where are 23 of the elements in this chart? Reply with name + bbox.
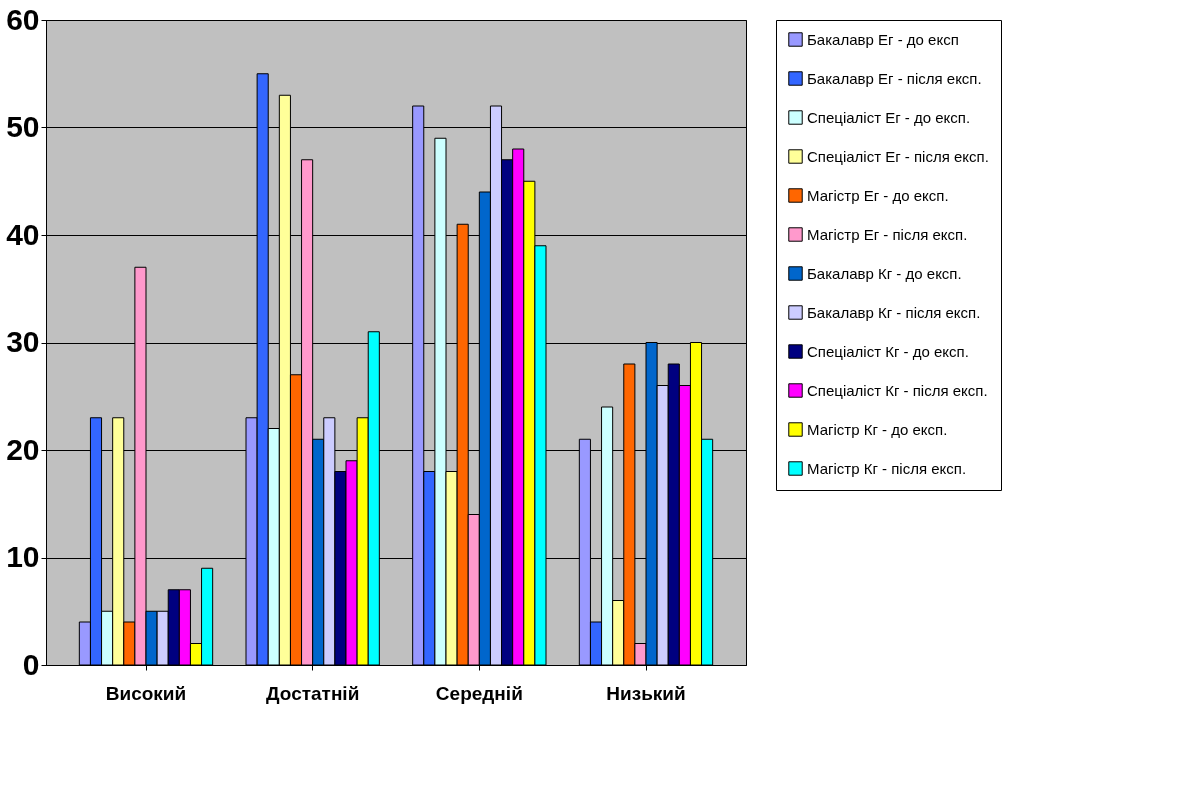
y-tick-label: 50 [6, 110, 40, 143]
legend-label: Спеціаліст Кг - до експ. [807, 342, 969, 360]
y-tick-label: 20 [6, 432, 40, 466]
legend-label: Бакалавр Кг - після експ. [807, 303, 981, 321]
y-tick-label: 40 [6, 217, 40, 251]
x-tick-label: Високий [105, 682, 187, 704]
legend-label: Бакалавр Кг - до експ. [807, 264, 962, 282]
legend-label: Магістр Ег - до експ. [807, 186, 949, 204]
legend-label: Магістр Кг - після експ. [807, 459, 967, 477]
legend-label: Спеціаліст Кг - після експ. [807, 381, 988, 399]
legend-label: Спеціаліст Ег - після експ. [807, 147, 989, 165]
legend-label: Спеціаліст Ег - до експ. [807, 108, 971, 126]
x-tick-label: Середній [435, 682, 523, 704]
legend-label: Бакалавр Ег - до експ [807, 30, 959, 48]
y-tick-label: 0 [22, 647, 40, 681]
y-tick-label: 30 [6, 325, 40, 358]
legend-label: Бакалавр Ег - після експ. [807, 69, 982, 87]
x-tick-label: Достатній [266, 682, 360, 704]
legend-label: Магістр Кг - до експ. [807, 420, 948, 438]
legend-label: Магістр Ег - після експ. [807, 225, 968, 243]
x-tick-label: Низький [606, 682, 686, 704]
y-tick-label: 60 [6, 2, 40, 36]
y-tick-label: 10 [6, 540, 40, 573]
